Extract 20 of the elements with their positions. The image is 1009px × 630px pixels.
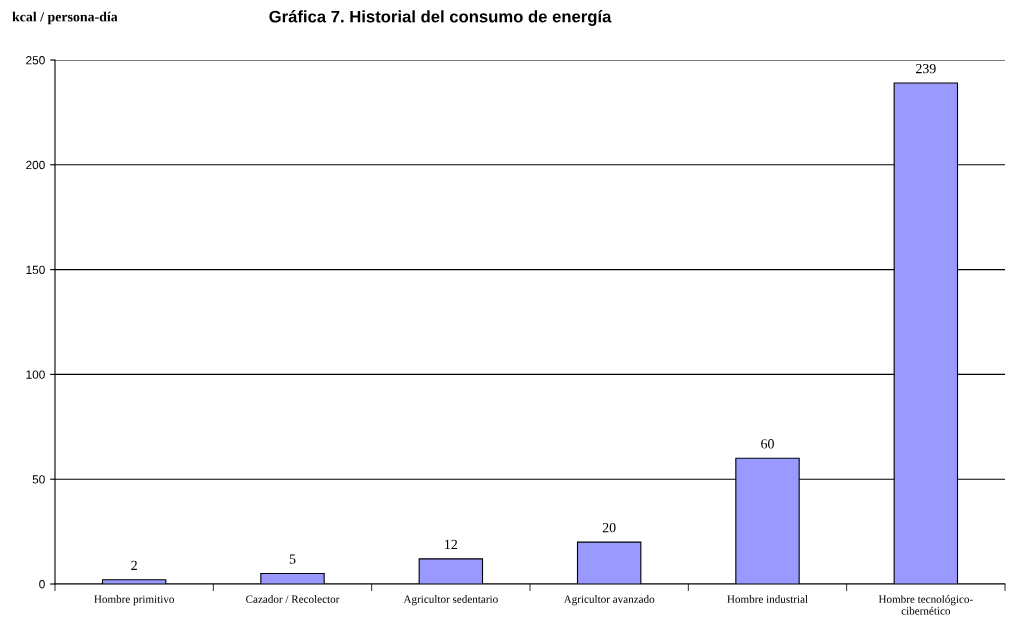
data-label: 239 xyxy=(916,63,936,74)
data-label: 12 xyxy=(445,539,458,549)
y-tick-label: 200 xyxy=(26,160,45,170)
data-label: 2 xyxy=(131,560,137,570)
x-tick-label: Agricultor avanzado xyxy=(563,595,655,606)
x-tick-label: Cazador / Recolector xyxy=(246,595,340,603)
chart-title: Gráfica 7. Historial del consumo de energía xyxy=(269,10,612,26)
x-tick-label: Hombre primitivo xyxy=(94,595,175,606)
data-label: 5 xyxy=(289,554,296,564)
x-tick-label: Agricultor sedentario xyxy=(403,595,498,606)
data-label: 20 xyxy=(602,522,616,533)
data-label: 60 xyxy=(761,439,774,449)
y-axis-title: kcal / persona-día xyxy=(12,11,118,25)
y-tick-label: 0 xyxy=(39,580,45,589)
x-tick-label: Hombre industrial xyxy=(727,595,808,603)
x-tick-label: Hombre tecnológico- cibernético xyxy=(878,595,973,615)
y-tick-label: 250 xyxy=(26,56,45,65)
y-tick-label: 100 xyxy=(26,370,45,379)
y-tick-label: 150 xyxy=(26,265,45,274)
y-tick-label: 50 xyxy=(32,475,45,484)
